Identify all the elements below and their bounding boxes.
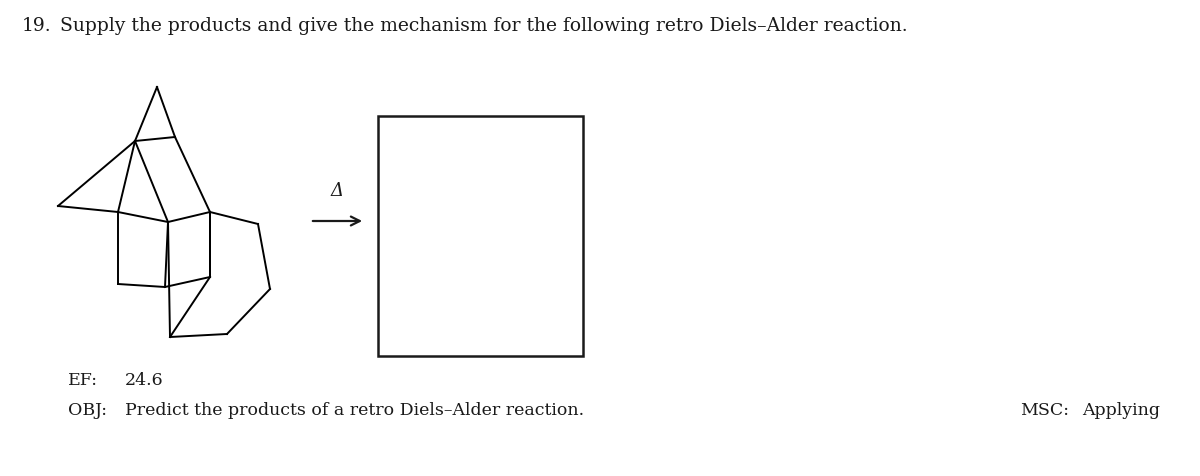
- Text: EF:: EF:: [68, 371, 98, 388]
- Text: Supply the products and give the mechanism for the following retro Diels–Alder r: Supply the products and give the mechani…: [60, 17, 907, 35]
- Text: 24.6: 24.6: [125, 371, 163, 388]
- Bar: [378, 117, 583, 356]
- Text: Predict the products of a retro Diels–Alder reaction.: Predict the products of a retro Diels–Al…: [125, 401, 584, 418]
- Text: Applying: Applying: [1082, 401, 1160, 418]
- Text: OBJ:: OBJ:: [68, 401, 107, 418]
- Text: MSC:: MSC:: [1020, 401, 1069, 418]
- Text: Δ: Δ: [331, 182, 344, 199]
- Text: 19.: 19.: [22, 17, 52, 35]
